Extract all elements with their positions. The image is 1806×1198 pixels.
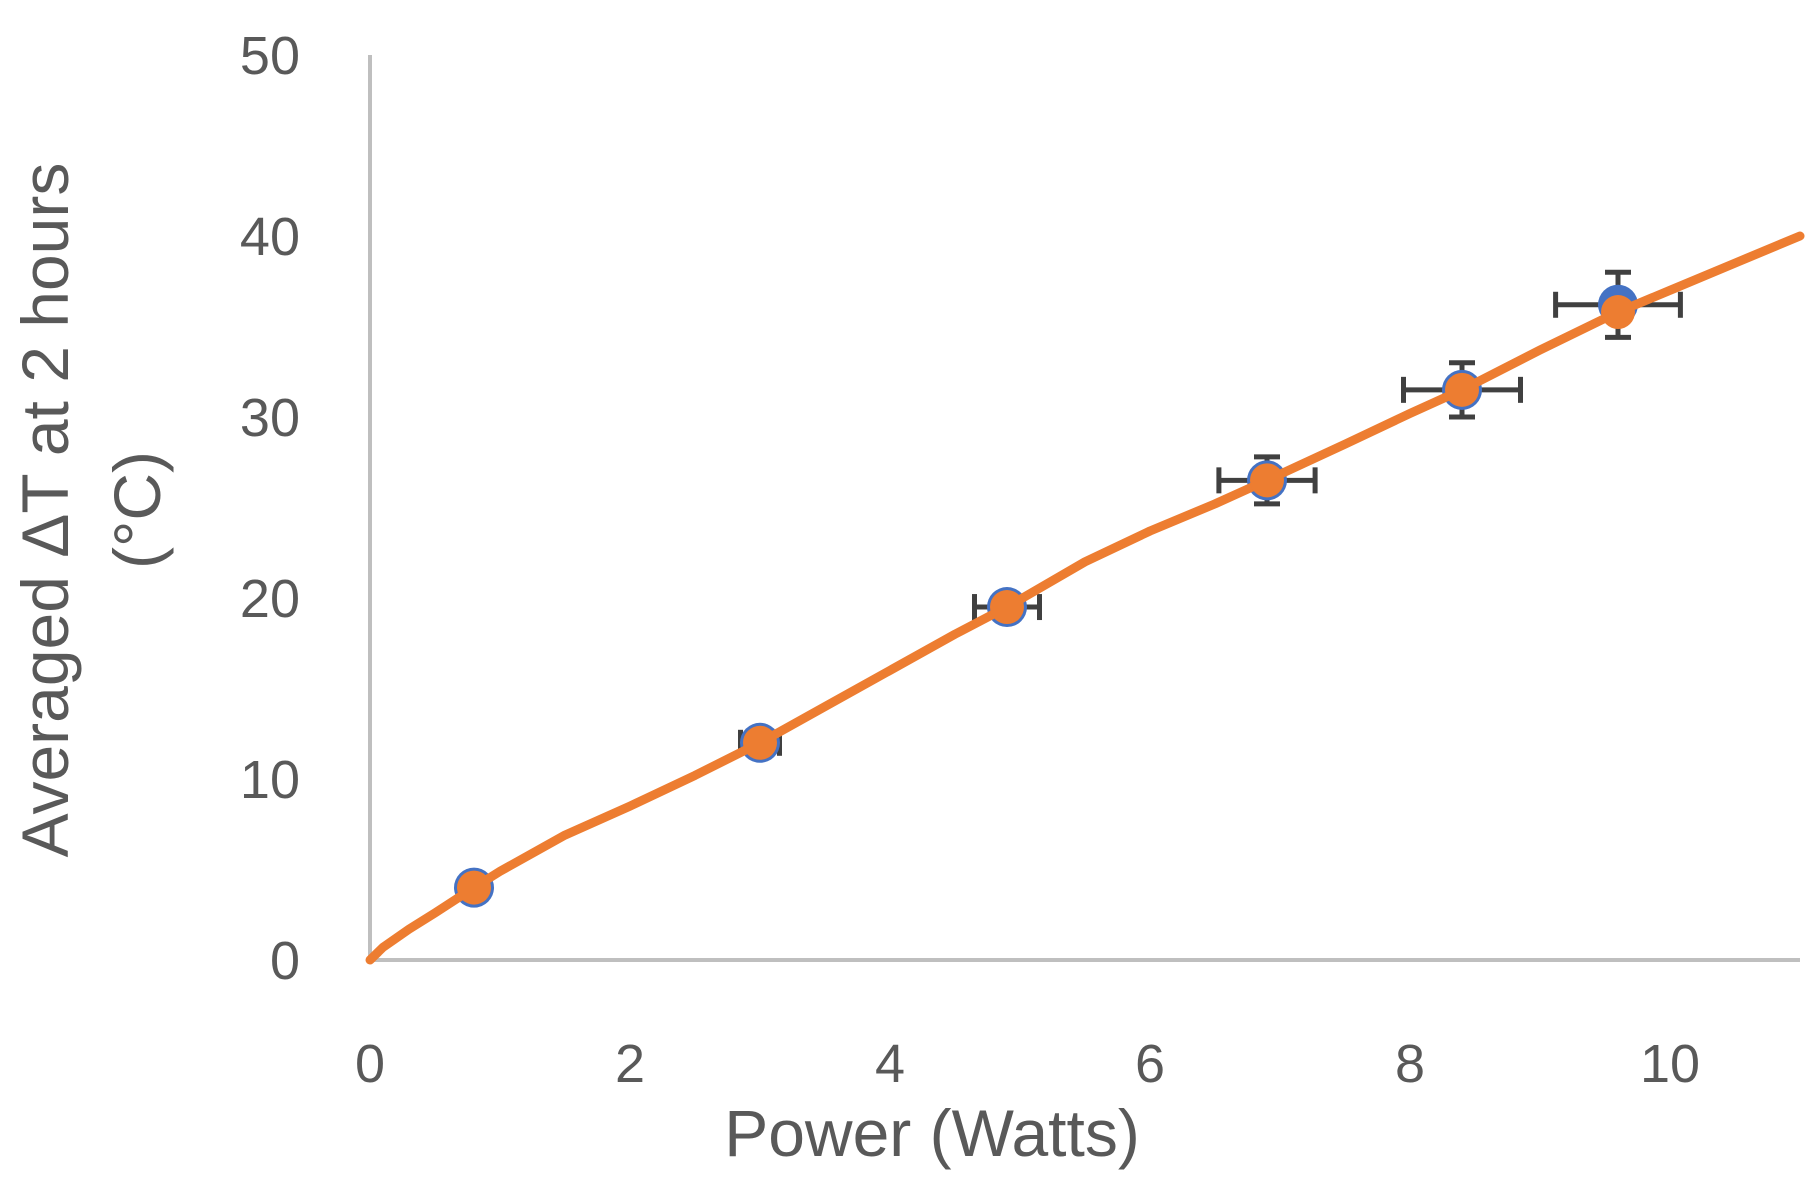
- y-axis-title: Averaged ΔT at 2 hours (°C): [8, 163, 174, 858]
- model-curve-line: [365, 231, 1805, 965]
- model-point-5: [1601, 295, 1635, 330]
- model-point-4: [1445, 372, 1479, 407]
- y-tick-label-50: 50: [240, 26, 300, 86]
- y-tick-label-20: 20: [240, 569, 300, 629]
- model-point-0: [457, 870, 491, 905]
- x-tick-label-8: 8: [1395, 1034, 1425, 1094]
- y-tick-label-40: 40: [240, 207, 300, 267]
- y-tick-labels: 0 10 20 30 40 50: [240, 26, 300, 991]
- x-tick-label-4: 4: [875, 1034, 905, 1094]
- model-point-1: [743, 725, 777, 760]
- error-bars: [738, 269, 1683, 757]
- model-point-2: [990, 590, 1024, 625]
- model-point-3: [1250, 463, 1284, 498]
- model-series: [457, 295, 1635, 905]
- x-tick-label-2: 2: [615, 1034, 645, 1094]
- axes: [368, 55, 1800, 962]
- y-tick-label-10: 10: [240, 750, 300, 810]
- y-tick-label-30: 30: [240, 388, 300, 448]
- model-curve-group: [365, 231, 1805, 965]
- x-tick-label-0: 0: [355, 1034, 385, 1094]
- x-tick-labels: 0 2 4 6 8 10: [355, 1034, 1700, 1094]
- x-tick-label-10: 10: [1640, 1034, 1700, 1094]
- y-axis-title-line-2: (°C): [100, 451, 174, 569]
- y-axis-title-line-1: Averaged ΔT at 2 hours: [8, 163, 82, 858]
- y-tick-label-0: 0: [270, 931, 300, 991]
- x-axis-title: Power (Watts): [724, 1096, 1140, 1170]
- x-tick-label-6: 6: [1135, 1034, 1165, 1094]
